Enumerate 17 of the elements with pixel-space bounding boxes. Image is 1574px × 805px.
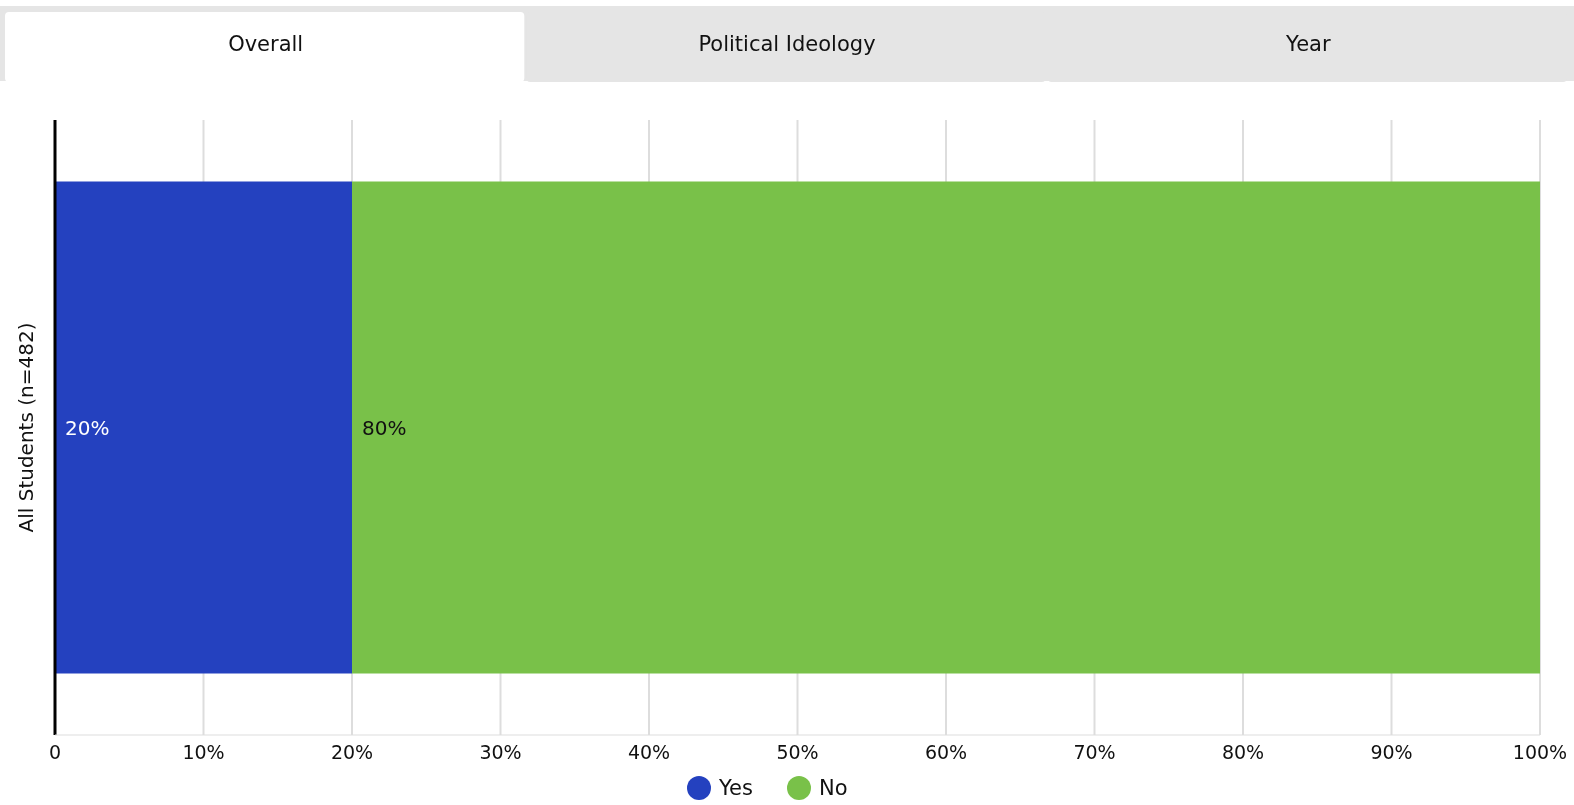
- tab-button: Overall: [5, 12, 525, 82]
- data-label: 20%: [65, 415, 110, 440]
- x-tick-label: 0: [48, 740, 62, 763]
- x-tick-label: 70%: [1073, 740, 1116, 763]
- x-tick-label: 80%: [1221, 740, 1265, 763]
- legend-label: Yes: [718, 776, 753, 801]
- x-tick-label: 30%: [479, 740, 522, 763]
- x-tick-label: 40%: [627, 740, 671, 763]
- x-tick-label: 90%: [1370, 740, 1413, 763]
- y-tick-label: All Students (n=482): [14, 322, 38, 533]
- data-label: 80%: [362, 415, 407, 440]
- x-tick-label: 60%: [924, 740, 968, 763]
- x-tick-label: 20%: [330, 740, 374, 763]
- x-tick-label: 10%: [182, 740, 225, 763]
- legend-label: No: [819, 776, 848, 801]
- x-tick-label: 50%: [776, 740, 819, 763]
- x-tick-label: 100%: [1512, 740, 1568, 763]
